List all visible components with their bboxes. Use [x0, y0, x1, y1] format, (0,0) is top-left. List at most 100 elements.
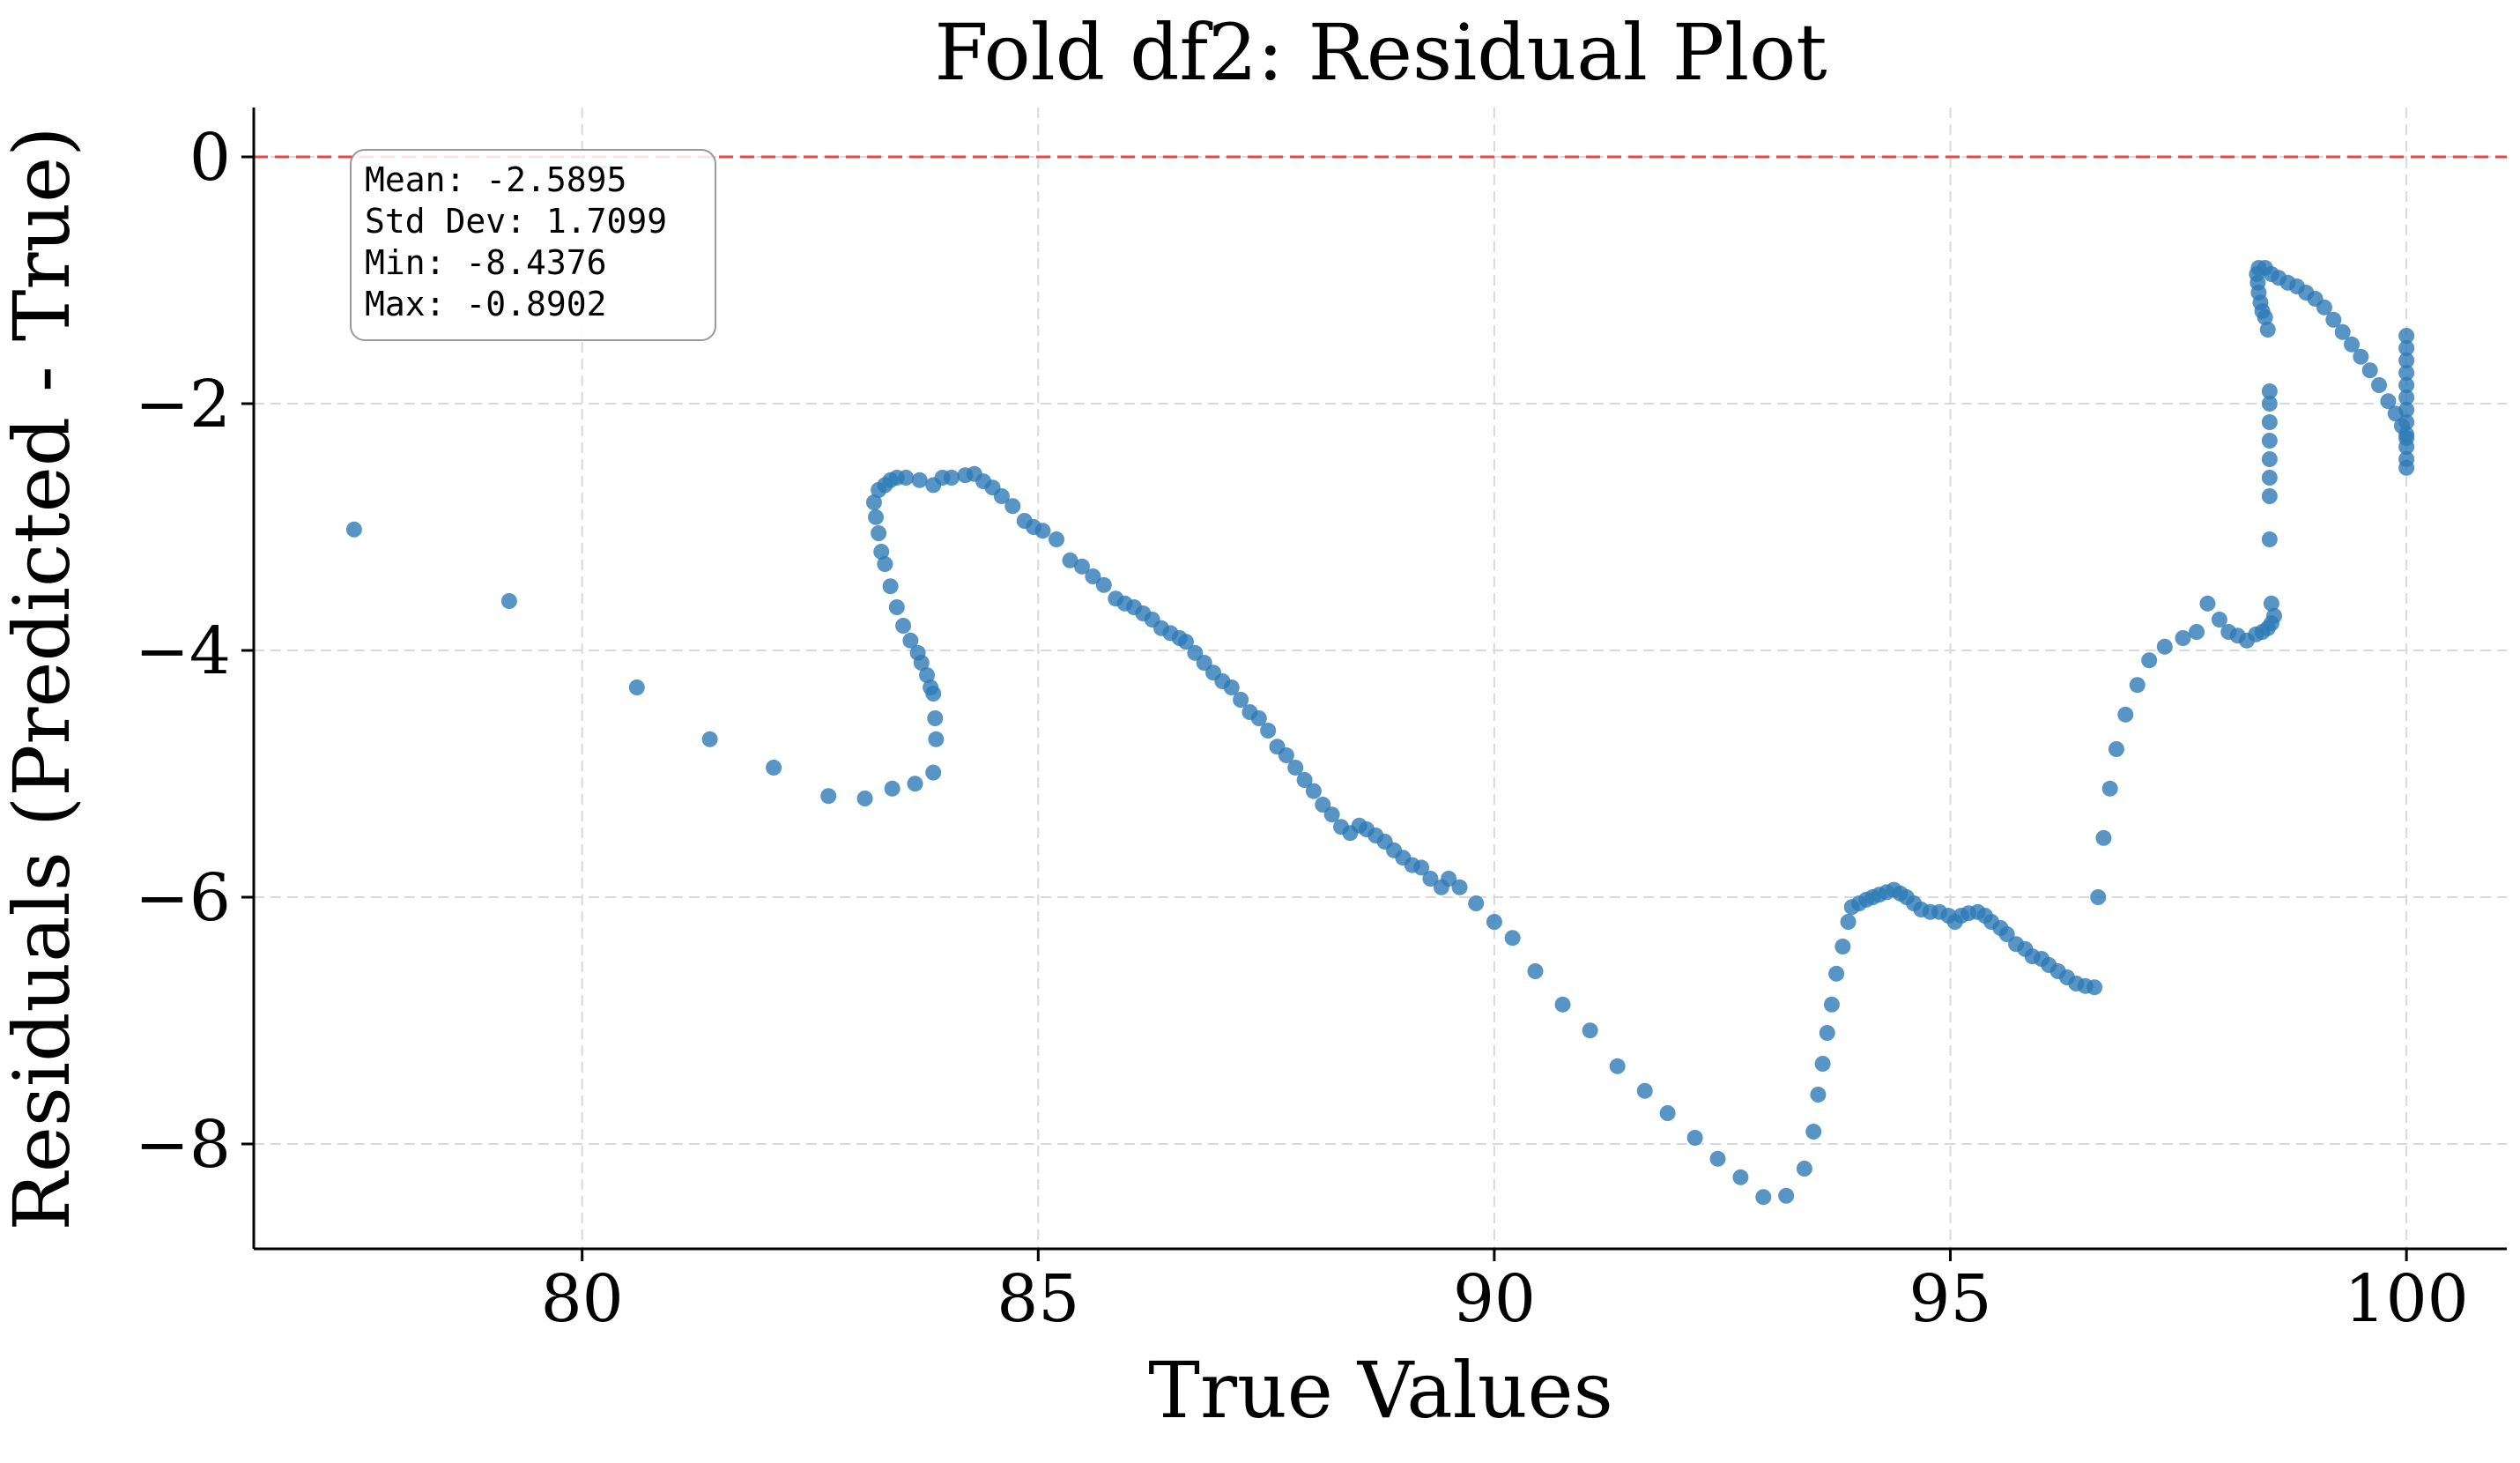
data-point [1260, 723, 1277, 739]
data-point [1810, 1087, 1827, 1103]
y-tick-label: 0 [189, 120, 231, 196]
data-point [2361, 362, 2378, 379]
data-point [1609, 1058, 1626, 1074]
data-point [1305, 783, 1322, 799]
data-point [909, 644, 926, 661]
data-point [2261, 531, 2278, 547]
data-point [1504, 930, 1521, 947]
data-point [1778, 1187, 1795, 1204]
data-point [2344, 336, 2361, 353]
data-point [2398, 402, 2415, 418]
data-points [345, 260, 2415, 1206]
data-point [2398, 414, 2415, 430]
data-point [2398, 365, 2415, 381]
data-point [2334, 323, 2351, 340]
data-point [1805, 1124, 1822, 1140]
stats-box-frame [350, 149, 716, 341]
data-point [1755, 1189, 1772, 1206]
data-point [1840, 914, 1857, 930]
data-point [701, 731, 718, 747]
data-point [1048, 531, 1064, 547]
data-point [2211, 612, 2227, 628]
data-point [1278, 747, 1294, 763]
data-point [1468, 895, 1485, 911]
data-point [1223, 680, 1240, 695]
data-point [2380, 393, 2397, 410]
data-point [2371, 377, 2388, 393]
data-point [2175, 630, 2191, 646]
data-point [2101, 780, 2118, 797]
data-point [902, 632, 919, 649]
y-tick-label: −2 [135, 367, 231, 442]
data-point [2189, 624, 2205, 640]
data-point [2261, 488, 2278, 504]
data-point [927, 710, 944, 726]
data-point [2325, 311, 2342, 328]
data-point [871, 525, 887, 541]
y-ticks: 0 −2 −4 −6 −8 [135, 120, 254, 1183]
data-point [2316, 299, 2332, 316]
data-point [2259, 322, 2276, 338]
data-point [2261, 396, 2278, 412]
data-point [1819, 1025, 1835, 1041]
data-point [2266, 607, 2283, 624]
data-point [888, 599, 905, 615]
data-point [868, 509, 885, 525]
stats-mean: Mean: -2.5895 [365, 160, 626, 199]
y-axis-label: Residuals (Predicted - True) [0, 126, 87, 1230]
data-point [345, 521, 362, 538]
data-point [1413, 859, 1430, 876]
data-point [877, 556, 893, 572]
x-tick-label: 80 [541, 1261, 624, 1337]
y-tick-label: −4 [135, 613, 231, 689]
data-point [2156, 638, 2173, 655]
data-point [2398, 439, 2415, 455]
data-point [898, 470, 915, 486]
data-point [2398, 328, 2415, 344]
x-tick-label: 90 [1453, 1261, 1536, 1337]
data-point [1073, 558, 1090, 575]
data-point [2398, 390, 2415, 405]
data-point [882, 578, 899, 595]
data-point [895, 618, 912, 634]
data-point [943, 470, 960, 486]
data-point [1095, 576, 1112, 593]
data-point [2261, 433, 2278, 449]
data-point [1062, 552, 1078, 568]
data-point [2263, 595, 2279, 612]
data-point [2108, 741, 2124, 757]
data-point [1177, 634, 1194, 650]
data-point [766, 760, 782, 776]
data-point [2086, 979, 2103, 996]
data-point [1834, 939, 1851, 954]
data-point [2117, 706, 2134, 723]
data-point [1814, 1056, 1831, 1072]
data-point [2129, 677, 2146, 694]
stats-std: Std Dev: 1.7099 [365, 202, 667, 241]
data-point [1732, 1169, 1749, 1185]
data-point [1636, 1082, 1653, 1099]
data-point [2141, 652, 2158, 669]
data-point [2398, 340, 2415, 356]
data-point [865, 494, 882, 510]
data-point [1828, 965, 1845, 982]
x-tick-label: 85 [997, 1261, 1079, 1337]
data-point [1233, 692, 1249, 708]
data-point [1323, 806, 1340, 823]
data-point [907, 776, 923, 792]
data-point [1034, 523, 1051, 539]
data-point [2353, 348, 2369, 365]
data-point [1250, 710, 1267, 726]
data-point [925, 764, 942, 781]
data-point [1796, 1161, 1812, 1177]
axes [252, 108, 2507, 1251]
data-point [928, 731, 945, 747]
data-point [2261, 383, 2278, 399]
data-point [1527, 963, 1544, 979]
data-point [1554, 996, 1571, 1013]
data-point [2261, 414, 2278, 430]
data-point [856, 791, 873, 806]
data-point [2095, 829, 2112, 846]
data-point [1422, 871, 1439, 887]
